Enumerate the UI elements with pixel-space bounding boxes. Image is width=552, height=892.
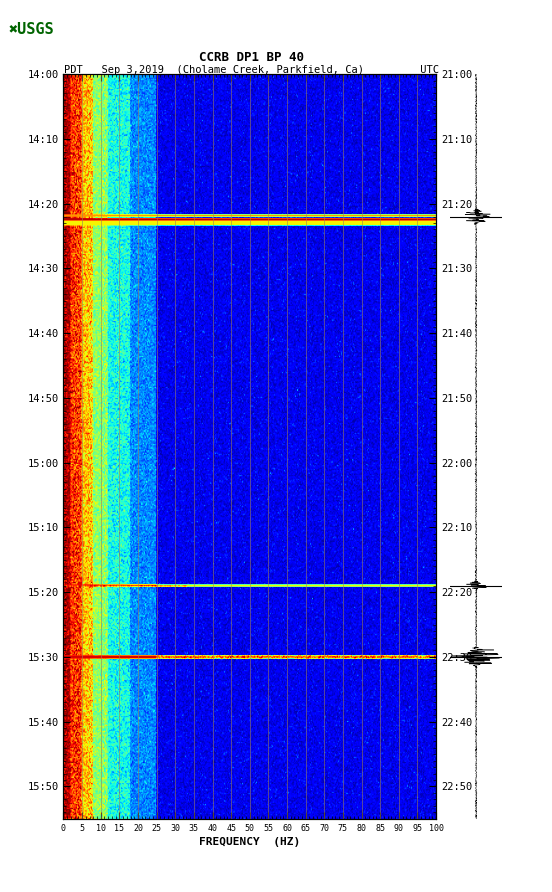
X-axis label: FREQUENCY  (HZ): FREQUENCY (HZ) xyxy=(199,837,300,847)
Text: PDT   Sep 3,2019  (Cholame Creek, Parkfield, Ca)         UTC: PDT Sep 3,2019 (Cholame Creek, Parkfield… xyxy=(63,64,439,75)
Text: ✖USGS: ✖USGS xyxy=(8,22,54,37)
Text: CCRB DP1 BP 40: CCRB DP1 BP 40 xyxy=(199,51,304,63)
